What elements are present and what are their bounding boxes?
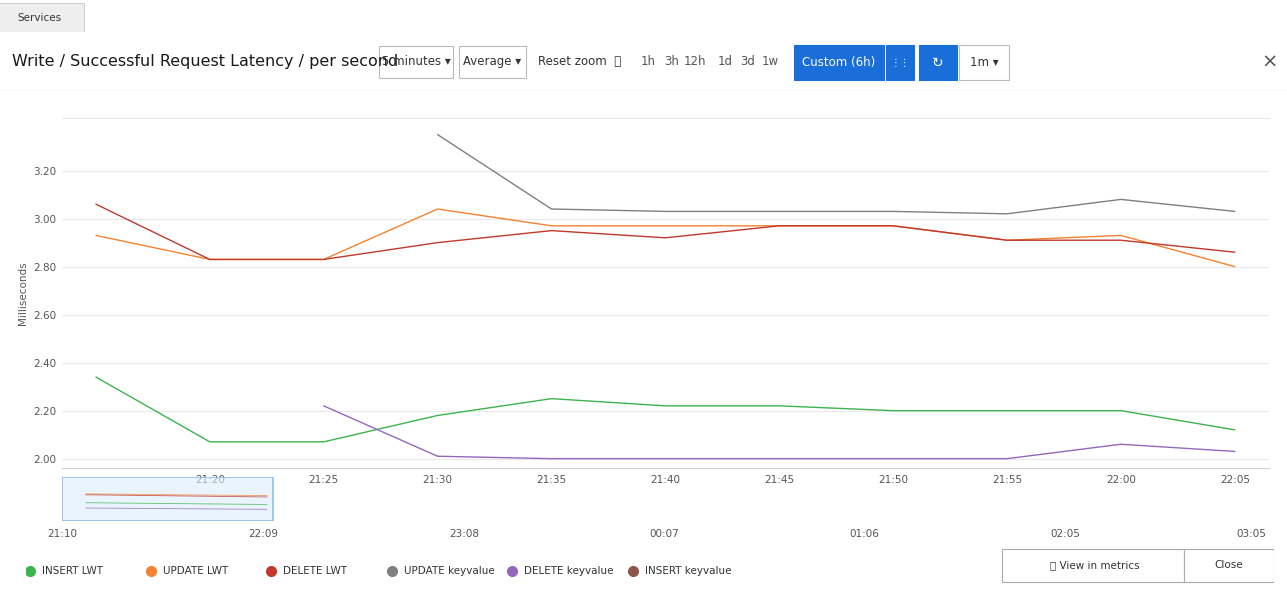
Text: 21:10: 21:10 bbox=[46, 529, 77, 539]
Text: 00:07: 00:07 bbox=[650, 529, 680, 539]
Text: 12h: 12h bbox=[683, 55, 707, 68]
Text: 01:06: 01:06 bbox=[849, 529, 879, 539]
Bar bbox=[62, 477, 273, 521]
Y-axis label: Milliseconds: Milliseconds bbox=[18, 261, 27, 325]
Text: INSERT LWT: INSERT LWT bbox=[42, 566, 103, 575]
Text: 1w: 1w bbox=[762, 55, 779, 68]
FancyBboxPatch shape bbox=[794, 45, 884, 81]
Text: 5 minutes ▾: 5 minutes ▾ bbox=[382, 55, 450, 68]
Text: ×: × bbox=[1261, 52, 1278, 71]
Text: UPDATE keyvalue: UPDATE keyvalue bbox=[404, 566, 494, 575]
FancyBboxPatch shape bbox=[1003, 548, 1184, 583]
Text: DELETE keyvalue: DELETE keyvalue bbox=[524, 566, 614, 575]
Text: ⧉ View in metrics: ⧉ View in metrics bbox=[1050, 561, 1140, 570]
Text: ↻: ↻ bbox=[932, 56, 943, 70]
Text: ⋮⋮: ⋮⋮ bbox=[891, 58, 910, 68]
FancyBboxPatch shape bbox=[959, 45, 1009, 81]
FancyBboxPatch shape bbox=[0, 3, 84, 32]
Text: Services: Services bbox=[18, 13, 62, 23]
Text: DELETE LWT: DELETE LWT bbox=[283, 566, 347, 575]
Text: 3h: 3h bbox=[664, 55, 680, 68]
Text: Reset zoom  🔍: Reset zoom 🔍 bbox=[538, 55, 622, 68]
Text: 22:09: 22:09 bbox=[248, 529, 278, 539]
Text: INSERT keyvalue: INSERT keyvalue bbox=[645, 566, 731, 575]
Text: Average ▾: Average ▾ bbox=[463, 55, 521, 68]
FancyBboxPatch shape bbox=[378, 46, 453, 78]
Text: 1d: 1d bbox=[717, 55, 732, 68]
FancyBboxPatch shape bbox=[885, 45, 914, 81]
Text: 03:05: 03:05 bbox=[1236, 529, 1266, 539]
FancyBboxPatch shape bbox=[919, 45, 958, 81]
Text: Close: Close bbox=[1215, 561, 1243, 570]
FancyBboxPatch shape bbox=[1184, 548, 1274, 583]
Text: UPDATE LWT: UPDATE LWT bbox=[163, 566, 228, 575]
Text: Custom (6h): Custom (6h) bbox=[802, 57, 875, 70]
FancyBboxPatch shape bbox=[459, 46, 526, 78]
Text: 3d: 3d bbox=[740, 55, 755, 68]
Text: 1m ▾: 1m ▾ bbox=[969, 57, 999, 70]
Text: 02:05: 02:05 bbox=[1050, 529, 1080, 539]
Text: 23:08: 23:08 bbox=[449, 529, 479, 539]
Text: Write / Successful Request Latency / per second: Write / Successful Request Latency / per… bbox=[12, 54, 398, 70]
Text: 1h: 1h bbox=[641, 55, 655, 68]
